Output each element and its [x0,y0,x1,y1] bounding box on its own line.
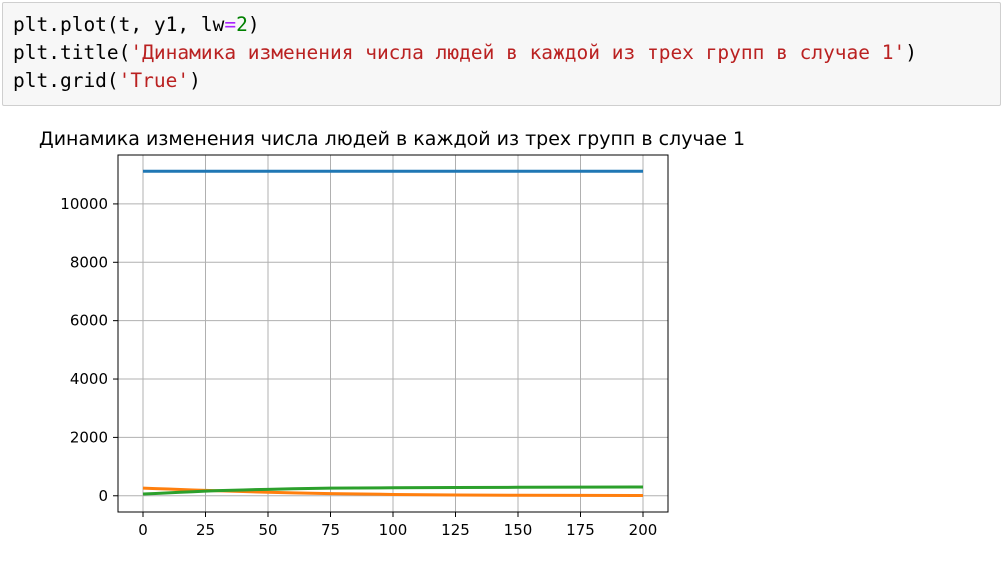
x-tick-label: 75 [321,521,340,539]
series-line-3 [142,485,644,496]
x-tick-label: 50 [258,521,277,539]
line-chart: Динамика изменения числа людей в каждой … [39,128,745,539]
x-tick-label: 0 [138,521,148,539]
code-token: plt.title( [13,41,131,64]
code-token: 'Динамика изменения числа людей в каждой… [130,41,906,64]
y-tick-label: 8000 [70,253,108,271]
code-line-2: plt.title('Динамика изменения числа люде… [13,39,917,67]
code-token: ) [189,69,201,92]
grid [118,155,668,512]
code-token: ) [247,13,260,36]
x-tick-label: 150 [504,521,533,539]
code-token: plt.grid( [13,69,119,92]
y-tick-label: 4000 [70,370,108,388]
code-token: 'True' [118,69,190,92]
y-tick-label: 6000 [70,312,108,330]
ticks: 0 25 50 75 100 125 150 175 200020004000600080001… [60,195,657,539]
code-token: 2 [236,13,248,36]
x-tick-label: 125 [441,521,470,539]
code-token: ) [905,41,917,64]
x-tick-label: 175 [566,521,595,539]
code-line-3: plt.grid('True') [13,67,201,95]
chart-title: Динамика изменения числа людей в каждой … [39,128,745,150]
series-layer [142,169,644,498]
y-tick-label: 2000 [70,428,108,446]
y-tick-label: 0 [98,487,108,505]
y-tick-label: 10000 [60,195,108,213]
code-token: = [224,13,237,36]
code-line-1: plt.plot(t, y1, lw=2) [13,11,260,39]
code-token: plt.plot(t, y1, lw [13,13,225,36]
x-tick-label: 25 [196,521,215,539]
chart-output: Динамика изменения числа людей в каждой … [0,110,1003,563]
series-line-2 [142,486,644,498]
x-tick-label: 100 [379,521,408,539]
x-tick-label: 200 [629,521,658,539]
code-cell[interactable]: plt.plot(t, y1, lw=2) plt.title('Динамик… [2,2,1001,106]
